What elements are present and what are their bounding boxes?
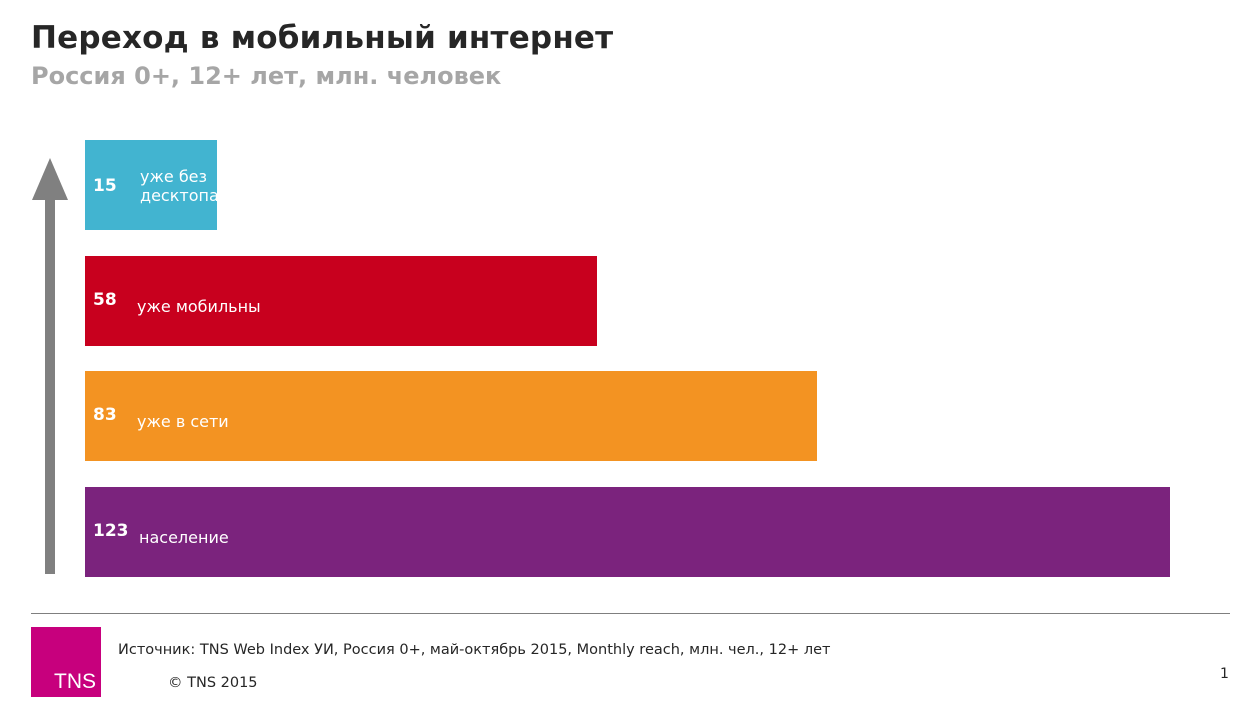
bar-value-label: 83 — [93, 405, 117, 425]
bar-2: 83 уже в сети — [85, 371, 817, 461]
tns-logo: TNS — [31, 627, 101, 697]
bar-category-label: уже без десктопа — [140, 167, 219, 205]
bar-value-label: 123 — [93, 521, 129, 541]
bar-3: 123 население — [85, 487, 1170, 577]
bar-value-label: 15 — [93, 176, 117, 196]
bar-1: 58 уже мобильны — [85, 256, 597, 346]
bar-category-label: уже в сети — [137, 412, 229, 431]
bar-category-label: население — [139, 528, 229, 547]
page-title: Переход в мобильный интернет — [31, 20, 614, 56]
footer-divider — [31, 613, 1230, 614]
growth-arrow-icon — [32, 158, 68, 574]
copyright: © TNS 2015 — [168, 675, 258, 691]
logo-text: TNS — [54, 670, 96, 693]
bar-category-label: уже мобильны — [137, 297, 261, 316]
page-number: 1 — [1220, 666, 1229, 682]
bar-0: 15 уже без десктопа — [85, 140, 219, 230]
source-note: Источник: TNS Web Index УИ, Россия 0+, м… — [118, 642, 831, 658]
bar-value-label: 58 — [93, 290, 117, 310]
page-subtitle: Россия 0+, 12+ лет, млн. человек — [31, 62, 502, 90]
